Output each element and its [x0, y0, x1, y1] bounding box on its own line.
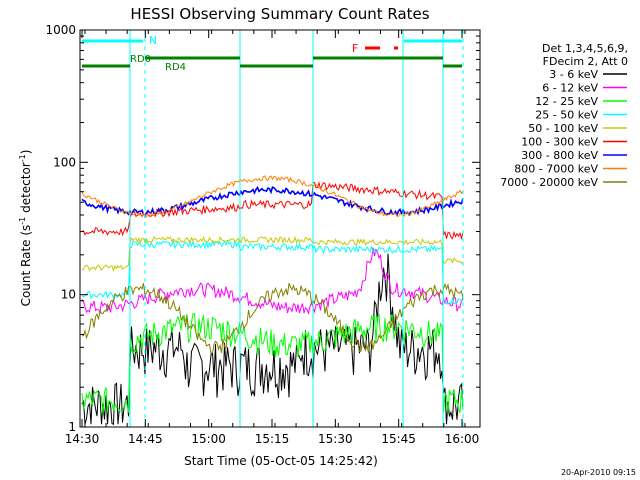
- annotations-group: N RD0 RD4 F: [82, 30, 464, 427]
- night-label: N: [149, 34, 157, 47]
- legend-label: 50 - 100 keV: [528, 122, 598, 135]
- legend-label: 12 - 25 keV: [535, 95, 598, 108]
- flare-label: F: [352, 42, 358, 55]
- y-tick-label: 1: [68, 420, 76, 434]
- legend-title-1: Det 1,3,4,5,6,9,: [542, 42, 628, 55]
- rd0-label: RD0: [130, 54, 151, 65]
- x-axis: 14:30 14:45 15:00 15:15 15:30 15:45 16:00: [65, 30, 480, 446]
- rd4-label: RD4: [165, 62, 186, 73]
- plot-frame: [79, 29, 481, 428]
- legend-label: 300 - 800 keV: [521, 149, 598, 162]
- x-tick-label: 15:00: [191, 432, 226, 446]
- legend-label: 100 - 300 keV: [521, 136, 598, 149]
- x-tick-label: 16:00: [445, 432, 480, 446]
- y-tick-label: 1000: [45, 23, 76, 37]
- legend-label: 6 - 12 keV: [542, 82, 598, 95]
- plot-series-group: [81, 175, 464, 425]
- series-line: [81, 253, 464, 425]
- x-tick-label: 15:15: [255, 432, 290, 446]
- legend-title-2: FDecim 2, Att 0: [543, 55, 628, 68]
- x-tick-label: 15:30: [318, 432, 353, 446]
- y-axis-label: Count Rate (s-1 detector-1): [18, 150, 33, 307]
- x-tick-label: 15:45: [381, 432, 416, 446]
- y-tick-label: 10: [61, 288, 76, 302]
- x-axis-label: Start Time (05-Oct-05 14:25:42): [184, 454, 378, 468]
- legend-label: 7000 - 20000 keV: [500, 176, 598, 189]
- x-tick-label: 14:45: [128, 432, 163, 446]
- legend-label: 3 - 6 keV: [549, 68, 598, 81]
- footer-date: 20-Apr-2010 09:15: [561, 468, 636, 477]
- legend-label: 25 - 50 keV: [535, 109, 598, 122]
- chart-title: HESSI Observing Summary Count Rates: [130, 5, 429, 23]
- y-axis: 1 10 100 1000: [45, 23, 480, 434]
- x-tick-label: 14:30: [65, 432, 100, 446]
- series-line: [81, 239, 464, 305]
- series-line: [81, 313, 464, 415]
- series-line: [81, 247, 464, 316]
- y-tick-label: 100: [53, 155, 76, 169]
- series-line: [81, 185, 464, 217]
- series-line: [81, 180, 464, 241]
- legend-label: 800 - 7000 keV: [514, 163, 598, 176]
